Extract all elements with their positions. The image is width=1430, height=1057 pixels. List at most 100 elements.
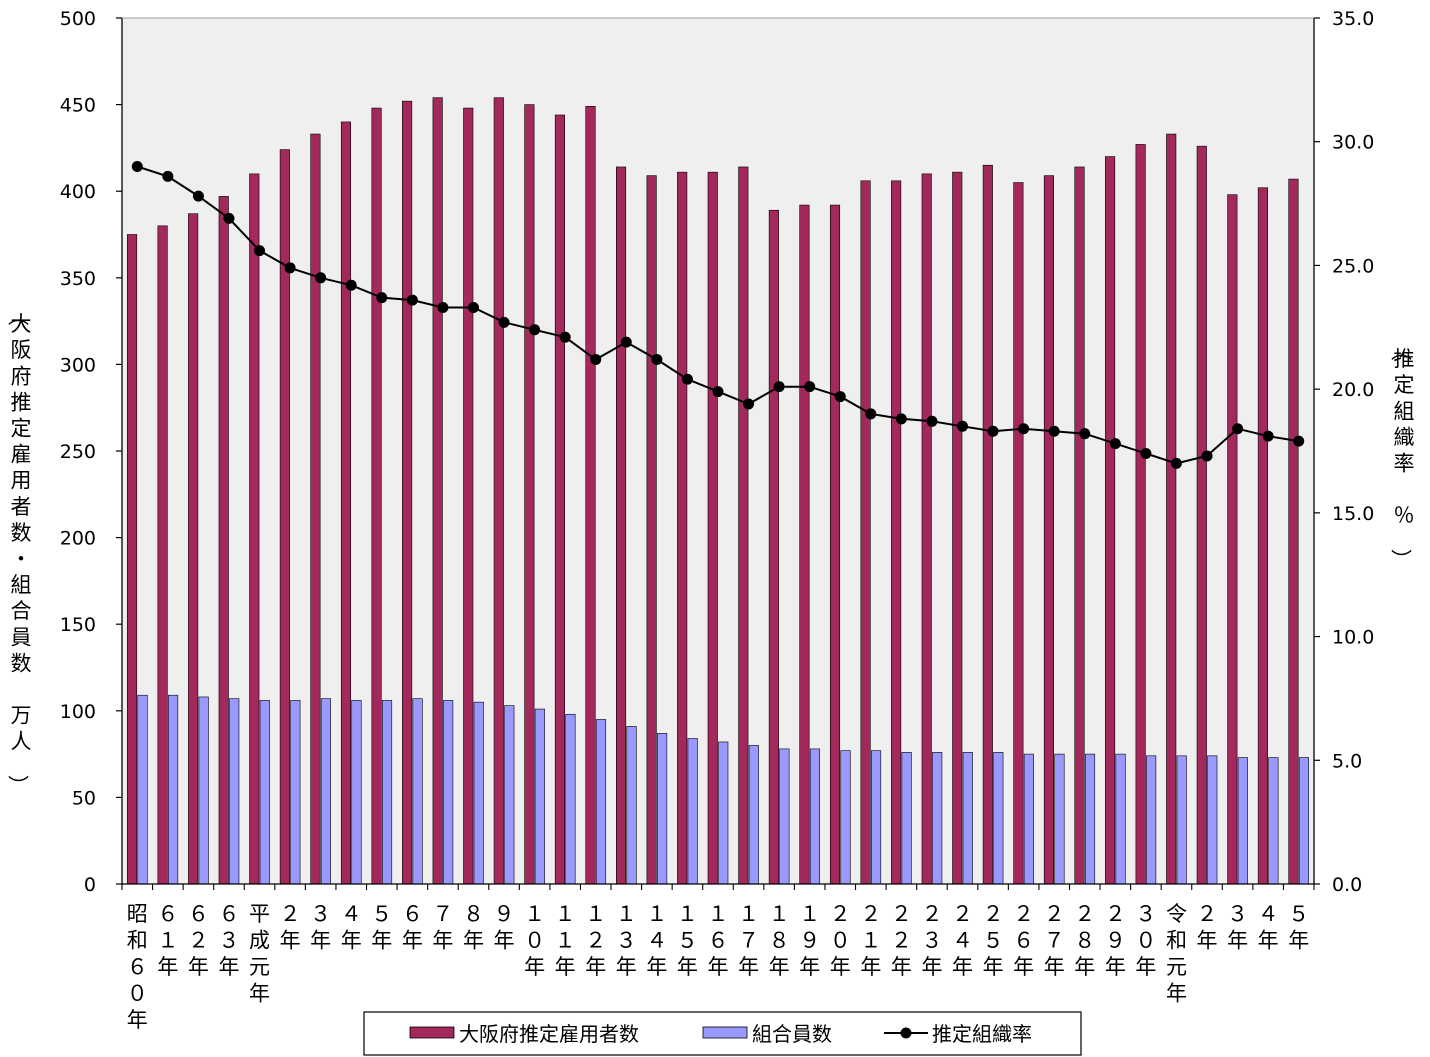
y-axis-title: （大阪府推定雇用者数・組合員数 万人） bbox=[6, 305, 32, 796]
point-rate bbox=[437, 301, 449, 313]
bar-employees bbox=[707, 171, 718, 885]
x-tick-label: ９年 bbox=[494, 902, 515, 953]
bar-employees bbox=[463, 107, 474, 885]
y2-tick-label: 10.0 bbox=[1332, 627, 1374, 649]
bar-employees bbox=[1074, 166, 1085, 885]
point-rate bbox=[315, 272, 327, 284]
point-rate bbox=[773, 381, 785, 393]
bar-employees bbox=[371, 107, 382, 885]
point-rate bbox=[1201, 450, 1213, 462]
bar-members bbox=[504, 705, 515, 885]
point-rate bbox=[865, 408, 877, 420]
bar-employees bbox=[524, 104, 535, 885]
y-tick-label: 500 bbox=[60, 8, 96, 30]
x-tick-label: １０年 bbox=[524, 902, 545, 979]
point-rate bbox=[131, 160, 143, 172]
y2-tick-label: 25.0 bbox=[1332, 255, 1374, 277]
bar-members bbox=[1176, 755, 1187, 885]
point-rate bbox=[284, 262, 296, 274]
legend-swatch-employees bbox=[409, 1026, 455, 1039]
x-tick-label: ２５年 bbox=[983, 902, 1004, 979]
ticks-layer: 0 50 100 150 200 250 300 350 400 450 500 0.0 5.0 10.0… bbox=[60, 8, 1375, 896]
y-axis-title-text: （大阪府推定雇用者数・組合員数 万人） bbox=[6, 305, 32, 796]
y-tick-label: 100 bbox=[60, 701, 96, 723]
x-tick-label: ２９年 bbox=[1105, 902, 1126, 979]
bar-members bbox=[993, 752, 1004, 885]
bar-members bbox=[565, 713, 576, 885]
y-tick-label: 150 bbox=[60, 614, 96, 636]
point-rate bbox=[467, 301, 479, 313]
bar-employees bbox=[768, 209, 779, 885]
bar-members bbox=[1146, 755, 1157, 885]
bar-employees bbox=[1013, 182, 1024, 885]
bar-members bbox=[1207, 755, 1218, 885]
bar-members bbox=[259, 700, 270, 885]
x-tick-label: ２７年 bbox=[1044, 902, 1065, 979]
y2-axis-title: （推定組織率 ％） bbox=[1389, 340, 1415, 570]
x-tick-label: １５年 bbox=[677, 902, 698, 979]
x-tick-label: ２０年 bbox=[830, 902, 851, 979]
bar-members bbox=[718, 741, 729, 885]
point-rate bbox=[1048, 425, 1060, 437]
point-rate bbox=[376, 292, 388, 304]
bar-members bbox=[840, 750, 851, 885]
legend-label-rate: 推定組織率 bbox=[932, 1022, 1032, 1046]
point-rate bbox=[834, 391, 846, 403]
x-tick-label: ２２年 bbox=[891, 902, 912, 979]
bar-employees bbox=[126, 234, 138, 885]
line-layer bbox=[131, 160, 1305, 469]
bar-employees bbox=[188, 213, 199, 885]
bar-members bbox=[534, 708, 545, 885]
point-rate bbox=[987, 425, 999, 437]
x-tick-label: ２３年 bbox=[921, 902, 942, 979]
bar-members bbox=[687, 738, 698, 885]
y-tick-label: 400 bbox=[60, 181, 96, 203]
point-rate bbox=[345, 279, 357, 291]
x-tick-label: ３０年 bbox=[1135, 902, 1156, 979]
bar-members bbox=[1115, 753, 1126, 885]
bar-employees bbox=[310, 133, 321, 885]
point-rate bbox=[1170, 457, 1182, 469]
bar-employees bbox=[493, 97, 504, 885]
y2-tick-label: 30.0 bbox=[1332, 132, 1374, 154]
x-tick-label: １９年 bbox=[799, 902, 820, 979]
point-rate bbox=[559, 331, 571, 343]
x-tick-label: １６年 bbox=[708, 902, 729, 979]
bar-members bbox=[473, 701, 484, 885]
bar-employees bbox=[829, 204, 841, 885]
x-tick-label: ７年 bbox=[432, 902, 453, 953]
bar-employees bbox=[249, 173, 260, 885]
x-tick-label: ２年 bbox=[280, 902, 301, 953]
point-rate bbox=[957, 420, 969, 432]
bar-members bbox=[198, 696, 209, 885]
bar-employees bbox=[157, 225, 168, 885]
x-tick-label: ６１年 bbox=[157, 902, 178, 979]
legend-label-members: 組合員数 bbox=[752, 1022, 832, 1046]
bar-employees bbox=[646, 175, 657, 885]
bar-members bbox=[809, 748, 820, 885]
point-rate bbox=[254, 245, 266, 257]
bar-members bbox=[168, 694, 179, 885]
bar-employees bbox=[218, 196, 229, 885]
x-tick-label: １８年 bbox=[769, 902, 790, 979]
point-rate bbox=[681, 373, 693, 385]
x-tick-label: ３年 bbox=[310, 902, 331, 953]
bar-members bbox=[381, 700, 393, 885]
legend-label-employees: 大阪府推定雇用者数 bbox=[459, 1022, 639, 1046]
bar-employees bbox=[1196, 145, 1207, 885]
bar-employees bbox=[891, 180, 902, 885]
bar-members bbox=[657, 733, 668, 885]
bar-employees bbox=[1288, 178, 1299, 885]
x-tick-label: １３年 bbox=[616, 902, 637, 979]
point-rate bbox=[804, 381, 816, 393]
x-tick-label: ２年 bbox=[1197, 902, 1218, 953]
bar-employees bbox=[1257, 187, 1268, 885]
x-tick-label: ２８年 bbox=[1074, 902, 1095, 979]
point-rate bbox=[192, 190, 204, 202]
bar-members bbox=[1268, 757, 1279, 885]
x-tick-label: ６年 bbox=[402, 902, 423, 953]
bar-members bbox=[595, 719, 607, 885]
bar-members bbox=[901, 752, 912, 885]
point-rate bbox=[1018, 423, 1030, 435]
